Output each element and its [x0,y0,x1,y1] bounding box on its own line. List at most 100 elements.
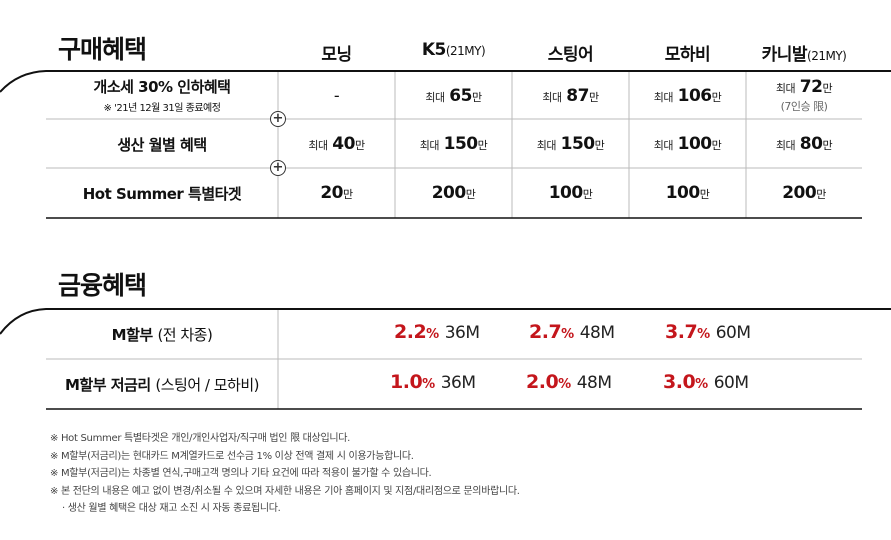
footnote: ※ Hot Summer 특별타겟은 개인/개인사업자/직구매 법인 限 대상입… [50,433,351,444]
plus-icon: + [270,160,286,176]
cell-value: 200 [431,183,467,203]
cell-prefix: 최대 [425,90,445,104]
cell-value: 65 [449,85,472,106]
cell-prefix: 최대 [542,90,562,104]
benefit-cell: 최대 65만 [395,72,512,119]
finance-rate-60m: 3.7% 60M [665,321,751,343]
cell-value: 150 [560,133,596,154]
cell-unit: 만 [354,138,365,152]
benefit-cell: 20만 [278,168,395,218]
column-name: 모하비 [664,45,711,65]
cell-value: 100 [548,183,584,203]
rate-sign: % [426,327,439,342]
benefit-cell: 100만 [629,168,746,218]
benefit-cell: 최대 100만 [629,119,746,168]
footnote: ※ 본 전단의 내용은 예고 없이 변경/취소될 수 있으며 자세한 내용은 기… [50,485,520,497]
cell-unit: 만 [477,138,488,152]
plus-icon: + [270,111,286,127]
rate-value: 2.2 [394,321,427,343]
benefit-cell: 최대 87만 [512,72,629,119]
cell-unit: 만 [822,82,833,95]
cell-unit: 만 [699,188,710,201]
column-name: 카니발 [761,45,808,65]
rate-term: 60M [713,373,749,393]
finance-label-text: M할부 [111,326,154,344]
cell-value: 72 [799,77,823,97]
finance-label-detail: (스팅어 / 모하비) [155,376,259,394]
rate-value: 2.7 [529,321,562,343]
cell-unit: 만 [711,138,722,152]
cell-value: 200 [782,183,817,203]
footnote: · 생산 월별 혜택은 대상 재고 소진 시 자동 종료됩니다. [62,503,281,514]
cell-value: 100 [665,183,701,203]
cell-prefix: 최대 [775,138,796,152]
benefit-cell: 최대 72만 (7인승 限) [746,72,862,119]
cell-note: (7인승 限) [780,100,828,113]
rate-sign: % [558,377,571,392]
column-name: 모닝 [321,45,352,65]
benefit-cell: 최대 150만 [395,119,512,168]
cell-unit: 만 [594,138,605,152]
column-name: 스팅어 [547,45,594,65]
cell-unit: 만 [588,90,599,104]
finance-rate-48m: 2.7% 48M [529,321,615,343]
rate-value: 1.0 [390,371,423,393]
cell-value: - [333,86,340,105]
purchase-benefits-title: 구매혜택 [58,35,147,64]
rate-value: 3.0 [663,371,696,393]
cell-value: 100 [677,133,713,154]
footnote: ※ M할부(저금리)는 차종별 연식,구매고객 명의나 기타 요건에 따라 적용… [50,468,432,479]
rate-term: 48M [579,323,615,343]
benefit-cell: 200만 [746,168,862,218]
finance-row-label-m-installment: M할부 (전 차종) [46,324,278,345]
finance-label-detail: (전 차종) [157,326,213,344]
column-header-carnival: 카니발(21MY) [746,40,862,65]
finance-rate-36m: 2.2% 36M [394,321,480,343]
benefit-cell: 100만 [512,168,629,218]
cell-prefix: 최대 [308,138,328,152]
finance-benefits-title: 금융혜택 [58,271,147,300]
column-name: K5 [421,40,447,60]
column-header-k5: K5(21MY) [395,40,512,60]
row-sublabel-text: ※ '21년 12월 31일 종료예정 [103,103,221,114]
cell-prefix: 최대 [653,138,674,152]
footnote: ※ M할부(저금리)는 현대카드 M계열카드로 선수금 1% 이상 전액 결제 … [50,450,414,462]
rate-term: 36M [440,373,476,393]
column-suffix: (21MY) [445,44,486,58]
row-label-text: 생산 월별 혜택 [117,136,207,154]
cell-value: 106 [677,85,713,106]
cell-prefix: 최대 [536,138,557,152]
benefit-cell: 최대 40만 [278,119,395,168]
cell-unit: 만 [822,138,833,152]
finance-rate-36m: 1.0% 36M [390,371,476,393]
benefit-cell: 200만 [395,168,512,218]
cell-unit: 만 [711,90,722,104]
column-header-mohave: 모하비 [629,40,746,65]
cell-unit: 만 [816,188,826,201]
finance-rate-60m: 3.0% 60M [663,371,749,393]
rate-term: 48M [576,373,612,393]
benefit-cell: 최대 106만 [629,72,746,119]
cell-unit: 만 [465,188,476,201]
benefit-cell: - [278,72,395,119]
rate-sign: % [695,377,708,392]
rate-sign: % [697,327,710,342]
cell-value: 20 [320,183,344,203]
cell-value: 87 [566,85,589,106]
footnotes: ※ Hot Summer 특별타겟은 개인/개인사업자/직구매 법인 限 대상입… [50,430,520,518]
column-suffix: (21MY) [807,49,847,63]
row-label-text: Hot Summer 특별타겟 [82,185,242,203]
row-label-hot-summer: Hot Summer 특별타겟 [46,183,278,204]
finance-rate-48m: 2.0% 48M [526,371,612,393]
column-header-stinger: 스팅어 [512,40,629,65]
rate-value: 2.0 [526,371,559,393]
cell-unit: 만 [471,90,482,104]
benefit-cell: 최대 150만 [512,119,629,168]
row-label-tax-cut: 개소세 30% 인하혜택 ※ '21년 12월 31일 종료예정 [46,76,278,114]
cell-prefix: 최대 [419,138,440,152]
rate-value: 3.7 [665,321,698,343]
finance-label-text: M할부 저금리 [65,376,151,394]
cell-prefix: 최대 [775,82,796,95]
finance-row-label-m-low-rate: M할부 저금리 (스팅어 / 모하비) [46,374,278,395]
rate-sign: % [561,327,574,342]
